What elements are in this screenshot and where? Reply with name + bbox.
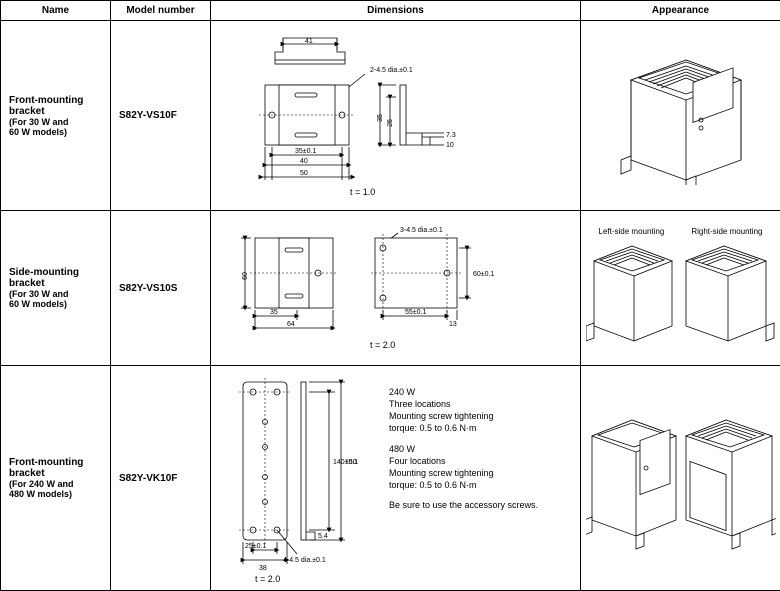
- note-480w-title: 480 W: [389, 444, 415, 454]
- svg-text:50: 50: [300, 170, 308, 177]
- appearance-cell: [581, 366, 780, 591]
- svg-text:35: 35: [377, 114, 384, 122]
- name-sub1: (For 240 W and: [9, 479, 102, 489]
- name-title: Front-mounting bracket: [9, 95, 102, 117]
- svg-text:38: 38: [259, 565, 267, 572]
- appearance-drawing-3: [586, 402, 776, 552]
- svg-text:2-4.5 dia.±0.1: 2-4.5 dia.±0.1: [370, 67, 413, 74]
- table-row: Front-mounting bracket (For 240 W and 48…: [1, 366, 780, 591]
- svg-text:5.4: 5.4: [318, 533, 328, 540]
- col-model: Model number: [111, 1, 211, 21]
- note-text: torque: 0.5 to 0.6 N·m: [389, 480, 477, 490]
- bracket-spec-table: Name Model number Dimensions Appearance …: [0, 0, 780, 591]
- svg-text:13: 13: [449, 321, 457, 328]
- name-sub2: 480 W models): [9, 489, 102, 499]
- note-text: Four locations: [389, 456, 446, 466]
- appearance-cell: Left-side mounting Right-side mounting: [581, 211, 780, 366]
- svg-text:t = 2.0: t = 2.0: [370, 340, 395, 350]
- appearance-cell: [581, 21, 780, 211]
- name-title: Side-mounting bracket: [9, 267, 102, 289]
- svg-text:7.3: 7.3: [446, 132, 456, 139]
- dimension-drawing-3: 5.4 140±0.1 150: [215, 372, 385, 572]
- svg-text:55±0.1: 55±0.1: [405, 309, 426, 316]
- svg-text:3-4.5 dia.±0.1: 3-4.5 dia.±0.1: [400, 227, 443, 234]
- note-text: Mounting screw tightening: [389, 468, 494, 478]
- dimension-drawing-2: 3-4.5 dia.±0.1 60: [215, 220, 575, 355]
- svg-text:25±0.1: 25±0.1: [245, 543, 266, 550]
- table-row: Front-mounting bracket (For 30 W and 60 …: [1, 21, 780, 211]
- dimensions-cell: 3-4.5 dia.±0.1 60: [211, 211, 581, 366]
- svg-text:4-4.5 dia.±0.1: 4-4.5 dia.±0.1: [283, 557, 326, 564]
- note-text: Three locations: [389, 399, 451, 409]
- note-240w-title: 240 W: [389, 387, 415, 397]
- appearance-label-right: Right-side mounting: [691, 227, 762, 236]
- svg-text:t = 1.0: t = 1.0: [350, 187, 375, 197]
- name-cell: Side-mounting bracket (For 30 W and 60 W…: [1, 211, 111, 366]
- name-title: Front-mounting bracket: [9, 457, 102, 479]
- model-cell: S82Y-VS10F: [111, 21, 211, 211]
- svg-text:40: 40: [300, 158, 308, 165]
- model-cell: S82Y-VK10F: [111, 366, 211, 591]
- svg-text:64: 64: [287, 321, 295, 328]
- col-dim: Dimensions: [211, 1, 581, 21]
- note-text: torque: 0.5 to 0.6 N·m: [389, 423, 477, 433]
- mounting-notes: 240 W Three locations Mounting screw tig…: [385, 372, 538, 519]
- note-text: Mounting screw tightening: [389, 411, 494, 421]
- name-sub1: (For 30 W and: [9, 117, 102, 127]
- svg-text:35: 35: [270, 309, 278, 316]
- appearance-drawing-1: [591, 45, 771, 185]
- note-accessory: Be sure to use the accessory screws.: [389, 499, 538, 511]
- svg-text:60: 60: [242, 272, 249, 280]
- svg-text:150: 150: [345, 459, 357, 466]
- appearance-drawing-2: [586, 238, 776, 348]
- svg-text:25: 25: [387, 119, 394, 127]
- svg-text:35±0.1: 35±0.1: [295, 148, 316, 155]
- col-app: Appearance: [581, 1, 780, 21]
- dimensions-cell: 5.4 140±0.1 150: [211, 366, 581, 591]
- col-name: Name: [1, 1, 111, 21]
- thickness-note: t = 2.0: [255, 574, 576, 584]
- dimensions-cell: 41 2-4.5 dia.±0.1: [211, 21, 581, 211]
- name-cell: Front-mounting bracket (For 240 W and 48…: [1, 366, 111, 591]
- svg-text:10: 10: [446, 142, 454, 149]
- name-sub2: 60 W models): [9, 299, 102, 309]
- svg-text:41: 41: [305, 38, 313, 45]
- dimension-drawing-1: 41 2-4.5 dia.±0.1: [215, 30, 575, 200]
- svg-text:60±0.1: 60±0.1: [473, 271, 494, 278]
- table-row: Side-mounting bracket (For 30 W and 60 W…: [1, 211, 780, 366]
- model-cell: S82Y-VS10S: [111, 211, 211, 366]
- table-header-row: Name Model number Dimensions Appearance: [1, 1, 780, 21]
- name-sub2: 60 W models): [9, 127, 102, 137]
- appearance-label-left: Left-side mounting: [599, 227, 665, 236]
- name-cell: Front-mounting bracket (For 30 W and 60 …: [1, 21, 111, 211]
- name-sub1: (For 30 W and: [9, 289, 102, 299]
